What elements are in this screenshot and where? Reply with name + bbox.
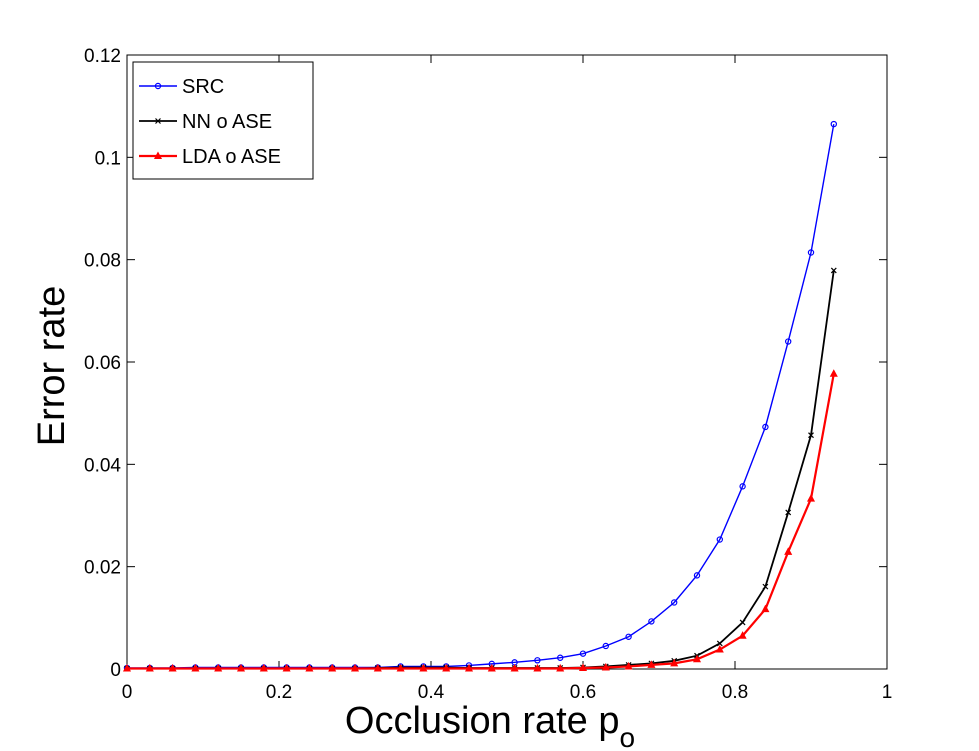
legend-label: NN o ASE bbox=[182, 111, 272, 133]
data-point bbox=[671, 599, 678, 606]
data-point bbox=[579, 650, 587, 657]
y-tick-label: 0.12 bbox=[84, 46, 121, 67]
data-point bbox=[236, 663, 246, 672]
data-point bbox=[692, 654, 702, 663]
legend-entry: SRC bbox=[139, 76, 224, 98]
x-tick-label: 0.6 bbox=[570, 682, 596, 703]
data-point bbox=[739, 483, 746, 490]
series-line bbox=[127, 373, 835, 670]
y-axis-title: Error rate bbox=[31, 286, 73, 446]
data-point bbox=[738, 631, 747, 639]
data-point bbox=[830, 120, 838, 128]
data-point bbox=[648, 618, 655, 625]
axis-ticks bbox=[126, 54, 888, 670]
data-point bbox=[762, 423, 769, 431]
data-point bbox=[715, 644, 724, 653]
data-point bbox=[716, 536, 724, 543]
data-point bbox=[762, 583, 769, 590]
x-axis-title-main: Occlusion rate p bbox=[345, 700, 620, 742]
data-point bbox=[578, 663, 588, 671]
series-lda-o-ase bbox=[122, 369, 838, 672]
y-tick-label: 0.02 bbox=[84, 558, 121, 579]
x-tick-label: 1 bbox=[882, 682, 893, 703]
data-point bbox=[214, 663, 223, 672]
data-point bbox=[259, 663, 268, 672]
data-point bbox=[396, 663, 405, 672]
legend-box bbox=[132, 61, 314, 180]
data-point bbox=[670, 658, 679, 667]
data-point bbox=[145, 663, 154, 672]
legend-entry: NN o ASE bbox=[139, 111, 272, 133]
legend-marker bbox=[154, 82, 162, 90]
data-point bbox=[602, 642, 610, 650]
data-point bbox=[328, 663, 337, 672]
data-point bbox=[464, 663, 474, 672]
data-point bbox=[647, 660, 656, 668]
data-point bbox=[534, 657, 541, 664]
data-point bbox=[761, 604, 770, 613]
data-point bbox=[122, 663, 132, 672]
data-point bbox=[305, 663, 314, 672]
legend-marker bbox=[153, 151, 163, 159]
data-point bbox=[373, 663, 382, 672]
data-point bbox=[168, 663, 177, 672]
data-point bbox=[830, 267, 837, 274]
data-point bbox=[556, 663, 565, 672]
data-point bbox=[601, 662, 610, 671]
x-tick-label: 0.2 bbox=[266, 682, 292, 703]
data-point bbox=[191, 663, 200, 672]
data-point bbox=[807, 249, 815, 256]
data-point bbox=[625, 633, 632, 640]
data-point bbox=[350, 663, 360, 672]
data-point bbox=[533, 663, 542, 672]
y-tick-label: 0.1 bbox=[95, 148, 121, 169]
data-point bbox=[739, 619, 746, 626]
data-point bbox=[806, 494, 816, 502]
y-tick-labels: 0 0.02 0.04 0.06 0.08 0.1 0.12 bbox=[84, 46, 121, 681]
legend: SRC NN o ASE LDA o ASE bbox=[132, 61, 314, 180]
data-point bbox=[419, 663, 428, 672]
x-tick-label: 0.8 bbox=[722, 682, 748, 703]
y-tick-label: 0.08 bbox=[84, 251, 121, 272]
data-point bbox=[785, 509, 792, 516]
data-point bbox=[282, 663, 291, 672]
x-tick-label: 0 bbox=[122, 682, 133, 703]
x-tick-label: 0.4 bbox=[418, 682, 445, 703]
data-point bbox=[829, 369, 838, 377]
legend-label: LDA o ASE bbox=[182, 146, 281, 168]
data-point bbox=[784, 547, 793, 555]
y-tick-label: 0 bbox=[110, 660, 121, 681]
x-axis-title-subscript: o bbox=[620, 722, 636, 751]
data-point bbox=[557, 654, 564, 661]
y-tick-label: 0.04 bbox=[84, 455, 121, 476]
legend-marker bbox=[155, 118, 161, 124]
legend-entries: SRC NN o ASE LDA o ASE bbox=[139, 76, 281, 168]
series-layer bbox=[122, 120, 838, 672]
data-point bbox=[624, 661, 633, 670]
data-point bbox=[510, 663, 519, 672]
data-point bbox=[716, 640, 723, 647]
x-tick-labels: 0 0.2 0.4 0.6 0.8 1 bbox=[122, 682, 893, 703]
data-point bbox=[442, 663, 451, 672]
legend-label: SRC bbox=[182, 76, 224, 98]
data-point bbox=[693, 572, 701, 579]
legend-entry: LDA o ASE bbox=[139, 146, 281, 168]
data-point bbox=[487, 663, 496, 672]
x-axis-title: Occlusion rate po bbox=[345, 700, 635, 751]
data-point bbox=[785, 338, 792, 345]
y-tick-label: 0.06 bbox=[84, 353, 121, 374]
data-point bbox=[808, 432, 814, 439]
